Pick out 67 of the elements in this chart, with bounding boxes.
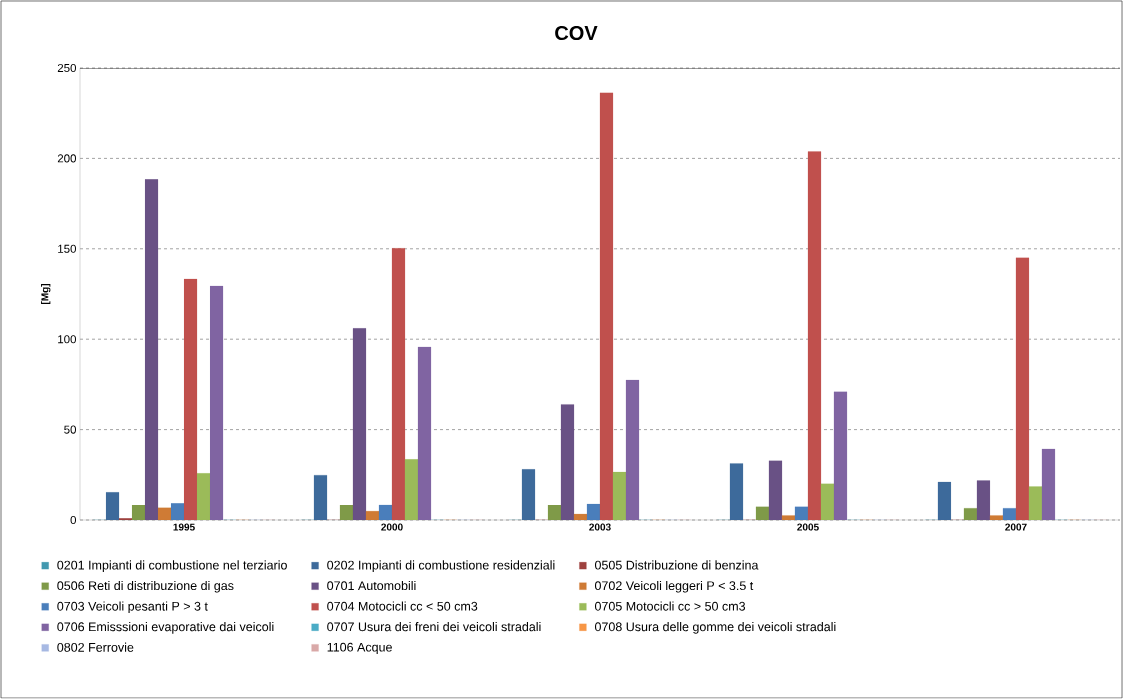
y-tick-label: 0 bbox=[70, 515, 77, 525]
legend-label: 0708 Usura delle gomme dei veicoli stradali bbox=[594, 622, 836, 634]
bar bbox=[547, 504, 562, 520]
bar bbox=[586, 503, 601, 520]
bar bbox=[560, 404, 575, 520]
bar bbox=[573, 513, 588, 520]
bar bbox=[755, 506, 770, 520]
bar bbox=[833, 391, 848, 520]
chart-title: COV bbox=[555, 25, 598, 41]
legend-label: 0201 Impianti di combustione nel terziario bbox=[57, 560, 287, 573]
bar bbox=[105, 492, 120, 520]
legend-label: 0705 Motocicli cc > 50 cm3 bbox=[594, 601, 746, 611]
x-tick-label: 2000 bbox=[381, 523, 403, 531]
bar bbox=[170, 503, 185, 520]
bar bbox=[989, 515, 1004, 520]
y-axis-title: [Mg] bbox=[41, 284, 51, 304]
bar bbox=[404, 459, 419, 520]
bar bbox=[1002, 508, 1017, 520]
bar bbox=[976, 480, 991, 520]
x-tick-label: 1995 bbox=[173, 523, 195, 531]
legend-label: 0706 Emisssioni evaporative dai veicoli bbox=[57, 622, 274, 634]
bar bbox=[339, 504, 354, 520]
y-tick-label: 200 bbox=[57, 154, 77, 163]
bar bbox=[378, 504, 393, 520]
bar bbox=[794, 506, 809, 520]
bar bbox=[729, 463, 744, 520]
bar bbox=[820, 483, 835, 520]
bar bbox=[1041, 448, 1056, 520]
bar bbox=[1028, 486, 1043, 520]
bar bbox=[417, 346, 432, 520]
bar bbox=[625, 379, 640, 520]
bar bbox=[365, 511, 380, 520]
bar bbox=[391, 248, 406, 520]
legend-label: 0707 Usura dei freni dei veicoli stradali bbox=[327, 622, 541, 632]
legend-label: 0202 Impianti di combustione residenziali bbox=[327, 560, 555, 573]
bar bbox=[157, 507, 172, 520]
bar bbox=[144, 179, 159, 520]
legend-label: 0505 Distribuzione di benzina bbox=[594, 560, 759, 570]
bar bbox=[313, 475, 328, 520]
bar bbox=[807, 151, 822, 520]
legend-label: 1106 Acque bbox=[327, 642, 392, 655]
x-tick-label: 2005 bbox=[797, 523, 819, 531]
bar bbox=[131, 504, 146, 520]
bar bbox=[196, 473, 211, 520]
legend-label: 0701 Automobili bbox=[327, 580, 416, 591]
bar bbox=[599, 92, 614, 520]
bar bbox=[521, 469, 536, 520]
bar bbox=[963, 508, 978, 520]
bar bbox=[352, 328, 367, 520]
y-tick-label: 100 bbox=[58, 335, 77, 344]
x-tick-label: 2003 bbox=[589, 523, 611, 531]
legend-label: 0702 Veicoli leggeri P < 3.5 t bbox=[594, 580, 754, 593]
x-tick-label: 2007 bbox=[1005, 523, 1027, 531]
y-tick-label: 50 bbox=[64, 425, 77, 434]
legend-label: 0704 Motocicli cc < 50 cm3 bbox=[327, 601, 478, 611]
legend-label: 0703 Veicoli pesanti P > 3 t bbox=[57, 601, 208, 614]
bar bbox=[612, 471, 627, 520]
legend-label: 0506 Reti di distribuzione di gas bbox=[57, 580, 234, 593]
bar bbox=[183, 278, 198, 520]
bar bbox=[937, 481, 952, 520]
legend-label: 0802 Ferrovie bbox=[57, 642, 134, 652]
y-tick-label: 250 bbox=[57, 63, 77, 73]
bar bbox=[1015, 257, 1030, 520]
bar bbox=[781, 515, 796, 520]
bar bbox=[768, 460, 783, 520]
bar bbox=[209, 285, 224, 520]
y-tick-label: 150 bbox=[58, 244, 77, 253]
